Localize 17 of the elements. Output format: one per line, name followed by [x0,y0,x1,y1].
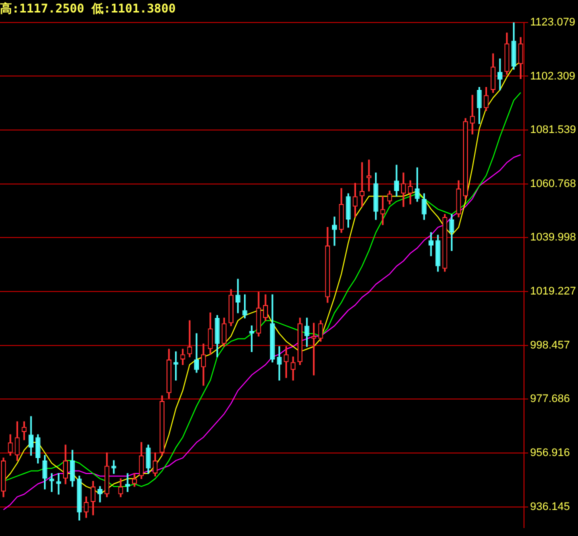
candlestick [194,333,200,373]
chart-title: 高:1117.2500 低:1101.3800 [0,1,176,16]
y-tick-label: 1081.539 [530,124,576,136]
y-tick-label: 1102.309 [530,70,576,82]
y-tick-label: 936.145 [530,500,570,513]
candlestick [332,216,337,246]
y-tick-label: 998.457 [530,339,570,352]
y-tick-label: 956.916 [530,447,570,460]
y-tick-label: 1060.768 [530,178,576,190]
candlestick [428,232,434,256]
candlestick [235,278,240,314]
y-tick-label: 1019.227 [530,286,576,298]
y-tick-label: 1039.998 [530,232,576,244]
y-tick-label: 977.686 [530,393,570,406]
y-tick-label: 1123.079 [530,16,576,28]
candlestick [360,162,365,207]
candlestick [498,58,502,90]
